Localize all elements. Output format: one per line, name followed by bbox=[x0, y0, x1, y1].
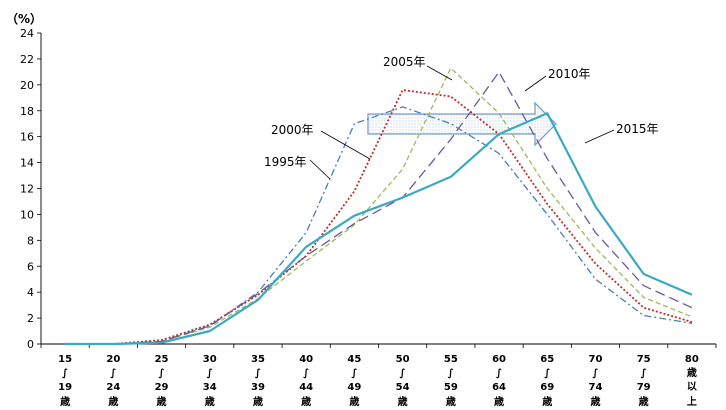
y-tick-label: 6 bbox=[27, 260, 34, 273]
x-category-label: ∫ bbox=[62, 368, 68, 379]
x-category-label: 20 bbox=[106, 354, 120, 365]
annotation-2005: 2005年 bbox=[383, 55, 426, 69]
x-category-label: ∫ bbox=[641, 368, 647, 379]
x-category-label: 50 bbox=[396, 354, 410, 365]
x-category-label: 75 bbox=[637, 354, 651, 365]
series-line-2005年 bbox=[65, 67, 693, 345]
y-axis-unit-label: （%） bbox=[6, 11, 42, 26]
x-category-label: 歳 bbox=[253, 395, 263, 408]
x-category-label: 歳 bbox=[301, 395, 311, 408]
x-category-label: 歳 bbox=[60, 395, 70, 408]
x-category-label: 上 bbox=[687, 395, 697, 408]
x-category-label: ∫ bbox=[400, 368, 406, 379]
x-category-label: 30 bbox=[203, 354, 217, 365]
x-category-label: 55 bbox=[444, 354, 458, 365]
series-line-2010年 bbox=[65, 71, 693, 345]
x-category-label: ∫ bbox=[592, 368, 598, 379]
axes bbox=[40, 33, 717, 348]
x-category-label: 歳 bbox=[542, 395, 552, 408]
x-category-label: 40 bbox=[299, 354, 313, 365]
y-tick-label: 24 bbox=[20, 27, 34, 40]
annotation-arrow-1995 bbox=[309, 159, 331, 180]
x-category-label: 70 bbox=[589, 354, 603, 365]
series-line-2015年 bbox=[65, 112, 693, 346]
annotation-1995: 1995年 bbox=[264, 155, 307, 169]
x-category-label: ∫ bbox=[544, 368, 550, 379]
x-category-label: 歳 bbox=[639, 395, 649, 408]
x-axis-category-labels: 15 ∫ 19 歳 20 ∫ 24 歳 25 ∫ 29 歳 30 ∫ 34 歳 35 ∫ 39 歳 40 ∫ 44 歳 45 ∫ 4… bbox=[58, 354, 699, 408]
y-axis-gridlines bbox=[37, 32, 41, 345]
x-category-label: 歳 bbox=[205, 395, 215, 408]
annotation-arrow-2010 bbox=[524, 75, 547, 92]
x-category-label: 歳 bbox=[494, 395, 504, 408]
x-category-label: 74 bbox=[589, 382, 603, 393]
x-category-label: ∫ bbox=[110, 368, 116, 379]
y-tick-label: 20 bbox=[20, 79, 34, 92]
x-category-label: 15 bbox=[58, 354, 72, 365]
x-category-label: 25 bbox=[155, 354, 169, 365]
series-annotations: 1995年 2000年 2005年 2010年 2015年 bbox=[264, 55, 659, 180]
x-category-label: 69 bbox=[540, 382, 554, 393]
annotation-2015: 2015年 bbox=[616, 122, 659, 136]
y-tick-label: 2 bbox=[27, 312, 34, 325]
y-tick-label: 8 bbox=[27, 234, 34, 247]
x-category-label: 24 bbox=[106, 382, 120, 393]
x-category-label: ∫ bbox=[351, 368, 357, 379]
y-tick-label: 12 bbox=[20, 183, 34, 196]
x-category-label: 45 bbox=[347, 354, 361, 365]
annotation-arrow-2000 bbox=[320, 130, 371, 160]
y-tick-label: 22 bbox=[20, 53, 34, 66]
x-category-label: 44 bbox=[299, 382, 313, 393]
x-category-label: ∫ bbox=[303, 368, 309, 379]
x-category-label: 歳 bbox=[590, 395, 600, 408]
x-category-label: 39 bbox=[251, 382, 265, 393]
x-category-label: 歳 bbox=[446, 395, 456, 408]
annotation-arrow-2005 bbox=[426, 65, 453, 81]
x-category-label: ∫ bbox=[448, 368, 454, 379]
x-category-label: ∫ bbox=[207, 368, 213, 379]
annotation-2010: 2010年 bbox=[548, 67, 591, 81]
y-tick-label: 0 bbox=[27, 338, 34, 351]
x-category-label: ∫ bbox=[255, 368, 261, 379]
y-tick-label: 16 bbox=[20, 131, 34, 144]
x-category-label: 59 bbox=[444, 382, 458, 393]
x-category-label: 歳 bbox=[349, 395, 359, 408]
y-tick-label: 10 bbox=[20, 208, 34, 221]
x-category-label: 54 bbox=[396, 382, 410, 393]
x-category-label: 79 bbox=[637, 382, 651, 393]
y-tick-label: 4 bbox=[27, 286, 34, 299]
series-line-2000年 bbox=[65, 89, 693, 345]
annotation-2000: 2000年 bbox=[271, 123, 314, 137]
y-tick-label: 14 bbox=[20, 157, 34, 170]
annotation-arrow-2015 bbox=[584, 129, 615, 144]
x-category-label: 歳 bbox=[157, 395, 167, 408]
x-category-label: 49 bbox=[347, 382, 361, 393]
series-lines bbox=[65, 67, 693, 346]
series-line-1995年 bbox=[65, 106, 693, 345]
x-category-label: 歳 bbox=[398, 395, 408, 408]
x-category-label: 60 bbox=[492, 354, 506, 365]
x-category-label: 以 bbox=[687, 381, 697, 393]
x-category-label: 19 bbox=[58, 382, 72, 393]
y-tick-label: 18 bbox=[20, 105, 34, 118]
x-category-label: ∫ bbox=[496, 368, 502, 379]
x-category-label: 歳 bbox=[108, 395, 118, 408]
x-category-label: 65 bbox=[540, 354, 554, 365]
x-category-label: 歳 bbox=[687, 366, 697, 379]
x-category-label: 64 bbox=[492, 382, 506, 393]
x-category-label: 29 bbox=[155, 382, 169, 393]
x-category-label: 35 bbox=[251, 354, 265, 365]
x-category-label: ∫ bbox=[158, 368, 164, 379]
x-category-label: 34 bbox=[203, 382, 217, 393]
x-category-label: 80 bbox=[685, 354, 699, 365]
